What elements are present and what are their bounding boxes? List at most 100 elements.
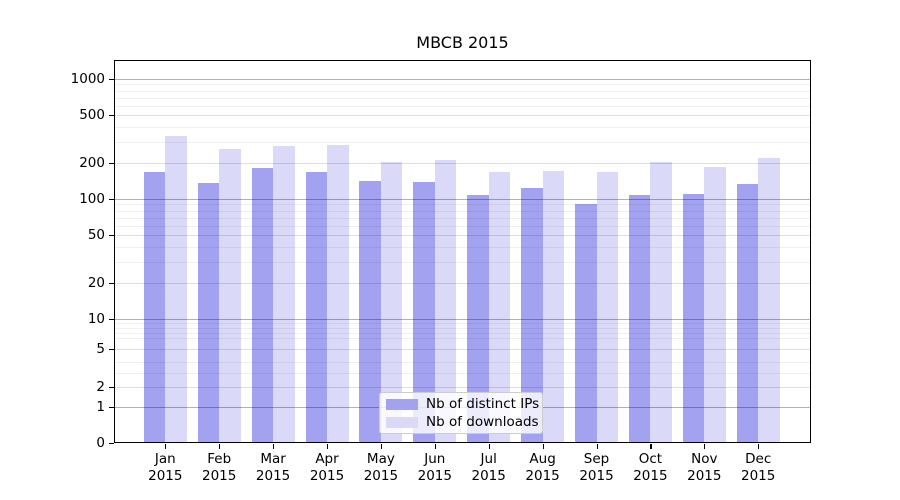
x-tick-label: Dec 2015 [741,451,776,484]
x-axis-tick [488,444,490,449]
x-axis-tick [758,444,760,449]
x-axis-tick [650,444,652,449]
y-tick-label: 20 [87,274,105,291]
y-tick-label: 200 [79,154,105,171]
bar-jul-ips [467,194,489,443]
y-axis-tick [109,407,114,409]
gridline [114,349,811,350]
bar-aug-ips [521,187,543,443]
y-tick-label: 50 [87,227,105,244]
x-tick-label: Apr 2015 [309,451,345,484]
gridline [114,225,811,227]
bar-sep-downloads [596,172,618,443]
bar-oct-ips [628,194,651,443]
x-axis-tick [704,444,706,449]
bar-may-ips [359,181,381,443]
gridline [114,97,811,99]
legend-label: Nb of downloads [426,414,539,430]
gridline [114,79,811,80]
y-tick-label: 2 [96,379,105,395]
bar-nov-ips [682,194,705,443]
bar-aug-downloads [542,171,565,443]
bar-dec-downloads [758,158,780,443]
bar-jun-ips [413,181,435,443]
gridline [114,126,811,128]
y-axis-tick [109,115,114,117]
y-axis-tick [109,349,114,351]
x-tick-label: Jan 2015 [148,451,183,484]
x-tick-label: Mar 2015 [255,451,291,484]
gridline [114,338,811,339]
gridline [114,90,811,92]
y-tick-label: 500 [79,107,105,124]
gridline [114,235,811,237]
y-tick-label: 1 [96,399,105,415]
bar-may-downloads [380,162,403,443]
x-axis-tick [380,444,383,449]
y-axis-tick [109,162,114,165]
x-axis-tick [165,444,167,449]
gridline [114,204,811,206]
bar-apr-downloads [327,144,349,443]
gridline [114,105,811,107]
x-axis-tick [596,444,598,449]
x-tick-label: Oct 2015 [633,451,668,484]
bar-jun-downloads [434,160,457,443]
x-tick-label: Feb 2015 [202,451,237,484]
bar-jan-downloads [165,135,187,443]
bar-jul-downloads [488,172,511,443]
bar-apr-ips [305,172,327,443]
gridline [114,217,811,219]
gridline [114,333,811,334]
y-tick-label: 5 [96,341,105,357]
gridline [114,323,811,324]
x-axis-tick [273,444,275,449]
gridline [114,162,811,164]
gridline [114,115,811,117]
chart-title: MBCB 2015 [416,33,509,52]
y-axis-tick [109,235,114,237]
legend-swatch-downloads-icon [386,416,418,428]
legend-item-downloads: Nb of downloads [386,414,542,430]
gridline [114,282,811,284]
y-tick-label: 0 [96,435,105,451]
y-axis-tick [109,387,114,389]
y-axis-tick [109,319,114,321]
bar-sep-ips [575,203,597,443]
gridline [114,261,811,263]
bar-dec-ips [736,184,759,443]
gridline [114,246,811,248]
y-axis-tick [109,199,114,201]
gridline [114,328,811,329]
x-axis-tick [542,444,544,449]
y-axis-tick [109,443,114,445]
gridline [114,373,811,374]
x-tick-label: Aug 2015 [525,451,560,484]
gridline [114,362,811,363]
x-tick-label: Nov 2015 [687,451,722,484]
x-tick-label: May 2015 [363,451,399,484]
gridline [114,141,811,143]
x-axis-tick [219,444,221,449]
bar-nov-downloads [704,166,726,443]
y-tick-label: 100 [79,191,105,207]
x-tick-label: Jun 2015 [417,451,452,484]
gridline [114,387,811,388]
gridline [114,210,811,212]
y-axis-tick [109,282,114,285]
y-tick-label: 10 [87,311,105,327]
bar-feb-ips [197,182,220,443]
y-axis-tick [109,79,114,81]
x-axis-tick [434,444,436,449]
y-tick-label: 1000 [70,71,105,87]
legend-label: Nb of distinct IPs [426,396,540,412]
bar-mar-downloads [273,146,295,443]
gridline [114,319,811,320]
x-axis-tick [327,444,329,449]
bar-mar-ips [251,168,274,443]
bar-feb-downloads [219,148,241,443]
gridline [114,199,811,200]
gridline [114,84,811,86]
bar-oct-downloads [650,162,672,443]
